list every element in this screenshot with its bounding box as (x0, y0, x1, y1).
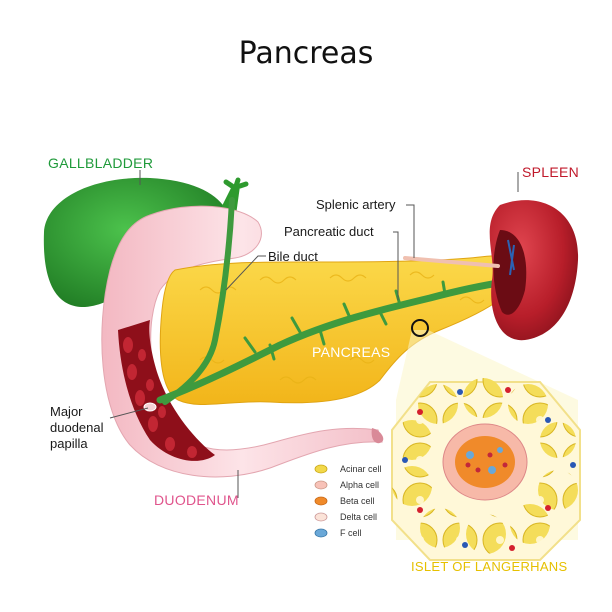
bile-duct-label: Bile duct (268, 249, 318, 264)
papilla-label-1: Major (50, 404, 83, 419)
pancreatic-duct-label: Pancreatic duct (284, 224, 374, 239)
splenic-artery-leader (406, 204, 415, 258)
legend-item: Delta cell (314, 512, 377, 522)
islet-of-langerhans (391, 378, 581, 561)
pancreatic-duct-leader (393, 231, 399, 300)
legend-label: F cell (340, 528, 362, 538)
legend-item: Acinar cell (314, 464, 382, 474)
legend-label: Beta cell (340, 496, 375, 506)
alpha-cell-icon (314, 480, 328, 490)
papilla-leader (109, 407, 149, 419)
splenic-artery-label: Splenic artery (316, 197, 396, 212)
bile-duct-leader (225, 255, 266, 291)
zoom-marker (411, 319, 429, 337)
duodenum-label: DUODENUM (154, 492, 239, 508)
legend-label: Delta cell (340, 512, 377, 522)
page-title: Pancreas (239, 36, 374, 71)
gallbladder-label: GALLBLADDER (48, 155, 153, 171)
papilla-label-3: papilla (50, 436, 88, 451)
delta-cell-icon (314, 512, 328, 522)
legend-label: Acinar cell (340, 464, 382, 474)
spleen (489, 200, 579, 341)
legend-label: Alpha cell (340, 480, 379, 490)
splenic-artery (403, 256, 500, 268)
acinar-cell-icon (314, 464, 328, 474)
legend-item: Alpha cell (314, 480, 379, 490)
duodenum-interior (118, 320, 215, 461)
legend-item: Beta cell (314, 496, 375, 506)
papilla-label-2: duodenal (50, 420, 104, 435)
bile-duct (162, 197, 235, 405)
beta-cell-icon (314, 496, 328, 506)
legend-item: F cell (314, 528, 362, 538)
cell-legend: Acinar cell Alpha cell Beta cell Delta c… (314, 464, 382, 538)
pancreas-label: PANCREAS (312, 344, 390, 360)
spleen-label: SPLEEN (522, 164, 579, 180)
islet-label: ISLET OF LANGERHANS (411, 559, 567, 574)
papilla-opening (143, 402, 157, 412)
f-cell-icon (314, 528, 328, 538)
